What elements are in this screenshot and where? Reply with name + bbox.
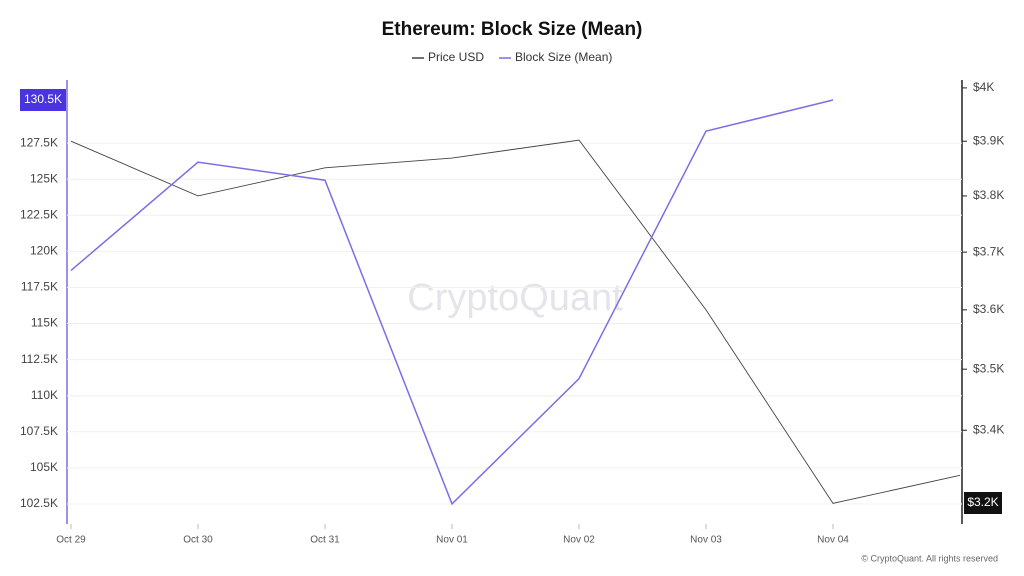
x-tick-label: Nov 02 bbox=[563, 535, 595, 546]
x-tick-label: Oct 31 bbox=[310, 535, 340, 546]
y-tick-label: 107.5K bbox=[20, 424, 58, 438]
y-tick-label: 112.5K bbox=[21, 352, 58, 366]
value-badge bbox=[20, 88, 66, 111]
legend-label: Price USD bbox=[428, 50, 484, 64]
price-badge bbox=[964, 492, 1002, 514]
y-tick-label: 125K bbox=[30, 171, 58, 185]
y-tick-label: 120K bbox=[30, 244, 58, 258]
y-tick-label: 115K bbox=[31, 316, 58, 330]
y2-tick-label: $3.8K bbox=[973, 188, 1004, 202]
x-tick-label: Oct 30 bbox=[183, 535, 213, 546]
y2-tick-label: $4K bbox=[973, 80, 994, 94]
footer: © CryptoQuant. All rights reserved bbox=[861, 553, 998, 563]
chart-title: Ethereum: Block Size (Mean) bbox=[382, 19, 643, 40]
value-label: 130.5K bbox=[24, 92, 62, 106]
series-line bbox=[70, 99, 834, 506]
y-tick-label: 127.5K bbox=[20, 135, 58, 149]
x-tick-label: Oct 29 bbox=[56, 535, 86, 546]
y2-tick-label: $3.5K bbox=[973, 361, 1004, 375]
y-tick-label: 117.5K bbox=[21, 280, 58, 294]
x-tick-label: Nov 04 bbox=[817, 535, 849, 546]
legend-label: Block Size (Mean) bbox=[515, 50, 612, 64]
y-tick-label: 110K bbox=[31, 388, 58, 402]
x-tick-label: Nov 03 bbox=[690, 535, 722, 546]
y2-tick-label: $3.7K bbox=[973, 244, 1004, 258]
watermark: CryptoQuant bbox=[407, 277, 623, 319]
y-tick-label: 102.5K bbox=[20, 496, 58, 510]
y-tick-label: 105K bbox=[30, 460, 58, 474]
price-label: $3.2K bbox=[967, 495, 998, 509]
y2-tick-label: $3.6K bbox=[973, 302, 1004, 316]
y2-tick-label: $3.9K bbox=[973, 133, 1004, 147]
x-tick-label: Nov 01 bbox=[436, 535, 468, 546]
series-line bbox=[70, 139, 961, 504]
y2-tick-label: $3.4K bbox=[973, 422, 1004, 436]
y-tick-label: 122.5K bbox=[20, 207, 58, 221]
